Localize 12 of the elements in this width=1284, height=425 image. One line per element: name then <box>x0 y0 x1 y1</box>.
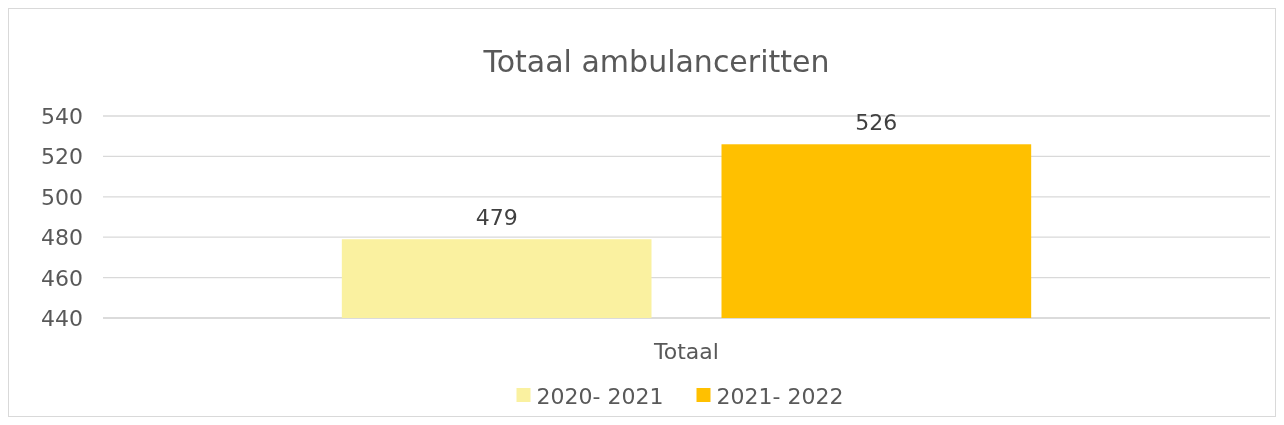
chart-title: Totaal ambulanceritten <box>482 44 830 79</box>
data-label: 479 <box>475 205 518 231</box>
y-tick-label: 500 <box>41 184 83 210</box>
y-tick-label: 540 <box>41 104 83 129</box>
y-tick-label: 520 <box>41 144 83 170</box>
y-tick-label: 480 <box>41 225 83 251</box>
y-tick-label: 460 <box>41 265 83 291</box>
data-label: 526 <box>855 110 898 136</box>
legend-label: 2020- 2021 <box>536 384 664 409</box>
y-tick-label: 440 <box>41 306 83 331</box>
legend-label: 2021- 2022 <box>716 384 844 409</box>
x-tick-label: Totaal <box>653 339 719 364</box>
